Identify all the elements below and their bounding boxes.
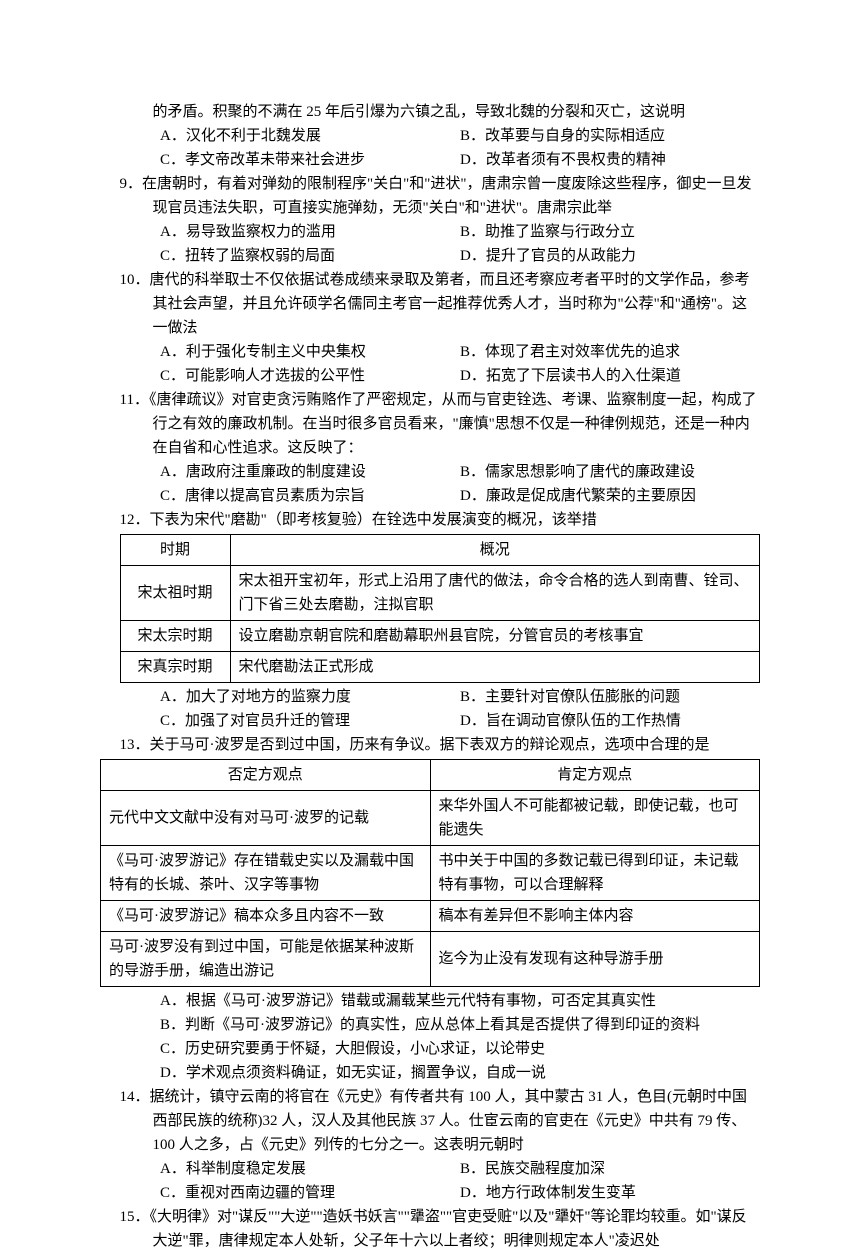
- q8-options2: C．孝文帝改革未带来社会进步 D．改革者须有不畏权贵的精神: [160, 148, 760, 172]
- q14-opt-b: B．民族交融程度加深: [460, 1161, 605, 1177]
- q9-opt-d: D．提升了官员的从政能力: [460, 248, 636, 264]
- q11-opt-d: D．廉政是促成唐代繁荣的主要原因: [460, 488, 696, 504]
- q13-opt-d: D．学术观点须资料确证，如无实证，搁置争议，自成一说: [160, 1061, 760, 1085]
- q12-r3c1: 宋真宗时期: [120, 652, 230, 683]
- q13-r4c2: 迄今为止没有发现有这种导游手册: [430, 932, 760, 987]
- q13-r1c2: 来华外国人不可能都被记载，即使记载，也可能遗失: [430, 791, 760, 846]
- q13-opt-b: B．判断《马可·波罗游记》的真实性，应从总体上看其是否提供了得到印证的资料: [160, 1013, 760, 1037]
- q11-opt-a: A．唐政府注重廉政的制度建设: [160, 464, 366, 480]
- q13-text: 13．关于马可·波罗是否到过中国，历来有争议。据下表双方的辩论观点，选项中合理的…: [120, 733, 761, 757]
- q13-r3c2: 稿本有差异但不影响主体内容: [430, 901, 760, 932]
- q12-r2c1: 宋太宗时期: [120, 621, 230, 652]
- table-row: 元代中文文献中没有对马可·波罗的记载 来华外国人不可能都被记载，即使记载，也可能…: [101, 791, 760, 846]
- q13-r1c1: 元代中文文献中没有对马可·波罗的记载: [101, 791, 431, 846]
- q13-opt-a: A．根据《马可·波罗游记》错载或漏载某些元代特有事物，可否定其真实性: [160, 989, 760, 1013]
- q12-r2c2: 设立磨勘京朝官院和磨勘幕职州县官院，分管官员的考核事宜: [230, 621, 760, 652]
- q8-tail: 的矛盾。积聚的不满在 25 年后引爆为六镇之乱，导致北魏的分裂和灭亡，这说明: [153, 100, 761, 124]
- q10-opt-b: B．体现了君主对效率优先的追求: [460, 344, 680, 360]
- q13-opt-c: C．历史研究要勇于怀疑，大胆假设，小心求证，以论带史: [160, 1037, 760, 1061]
- q12-opt-d: D．旨在调动官僚队伍的工作热情: [460, 713, 681, 729]
- q12-text: 12．下表为宋代"磨勘"（即考核复验）在铨选中发展演变的概况，该举措: [120, 508, 761, 532]
- q14-text: 14．据统计，镇守云南的将官在《元史》有传者共有 100 人，其中蒙古 31 人…: [120, 1085, 761, 1157]
- q9-opt-c: C．扭转了监察权弱的局面: [160, 248, 335, 264]
- q14-opt-a: A．科举制度稳定发展: [160, 1161, 306, 1177]
- q8-options: A．汉化不利于北魏发展 B．改革要与自身的实际相适应: [160, 124, 760, 148]
- q11-text: 11．《唐律疏议》对官吏贪污贿赂作了严密规定，从而与官吏铨选、考课、监察制度一起…: [120, 388, 761, 460]
- q9-options: A．易导致监察权力的滥用 B．助推了监察与行政分立: [160, 220, 760, 244]
- q9-opt-b: B．助推了监察与行政分立: [460, 224, 635, 240]
- q9-text: 9．在唐朝时，有着对弹劾的限制程序"关白"和"进状"，唐肃宗曾一度废除这些程序，…: [120, 172, 761, 220]
- q11-opt-b: B．儒家思想影响了唐代的廉政建设: [460, 464, 695, 480]
- q8-opt-a: A．汉化不利于北魏发展: [160, 128, 321, 144]
- q13-h2: 肯定方观点: [430, 760, 760, 791]
- q12-r1c1: 宋太祖时期: [120, 566, 230, 621]
- q14-opt-d: D．地方行政体制发生变革: [460, 1185, 636, 1201]
- table-row: 时期 概况: [120, 535, 760, 566]
- q12-opt-a: A．加大了对地方的监察力度: [160, 689, 351, 705]
- q13-table: 否定方观点 肯定方观点 元代中文文献中没有对马可·波罗的记载 来华外国人不可能都…: [100, 759, 760, 987]
- q11-options: A．唐政府注重廉政的制度建设 B．儒家思想影响了唐代的廉政建设: [160, 460, 760, 484]
- table-row: 否定方观点 肯定方观点: [101, 760, 760, 791]
- q10-text: 10．唐代的科举取士不仅依据试卷成绩来录取及第者，而且还考察应考者平时的文学作品…: [120, 268, 761, 340]
- q12-options: A．加大了对地方的监察力度 B．主要针对官僚队伍膨胀的问题: [160, 685, 760, 709]
- q8-opt-b: B．改革要与自身的实际相适应: [460, 128, 665, 144]
- q10-opt-c: C．可能影响人才选拔的公平性: [160, 368, 365, 384]
- q10-options: A．利于强化专制主义中央集权 B．体现了君主对效率优先的追求: [160, 340, 760, 364]
- q13-options: A．根据《马可·波罗游记》错载或漏载某些元代特有事物，可否定其真实性 B．判断《…: [160, 989, 760, 1085]
- q9-options2: C．扭转了监察权弱的局面 D．提升了官员的从政能力: [160, 244, 760, 268]
- q13-r4c1: 马可·波罗没有到过中国，可能是依据某种波斯的导游手册，编造出游记: [101, 932, 431, 987]
- q13-r2c1: 《马可·波罗游记》存在错载史实以及漏载中国特有的长城、茶叶、汉字等事物: [101, 846, 431, 901]
- q12-h2: 概况: [230, 535, 760, 566]
- q12-opt-b: B．主要针对官僚队伍膨胀的问题: [460, 689, 680, 705]
- q10-options2: C．可能影响人才选拔的公平性 D．拓宽了下层读书人的入仕渠道: [160, 364, 760, 388]
- table-row: 《马可·波罗游记》稿本众多且内容不一致 稿本有差异但不影响主体内容: [101, 901, 760, 932]
- q8-opt-d: D．改革者须有不畏权贵的精神: [460, 152, 666, 168]
- q9-opt-a: A．易导致监察权力的滥用: [160, 224, 336, 240]
- q13-r2c2: 书中关于中国的多数记载已得到印证，未记载特有事物，可以合理解释: [430, 846, 760, 901]
- table-row: 《马可·波罗游记》存在错载史实以及漏载中国特有的长城、茶叶、汉字等事物 书中关于…: [101, 846, 760, 901]
- q12-r1c2: 宋太祖开宝初年，形式上沿用了唐代的做法，命令合格的选人到南曹、铨司、门下省三处去…: [230, 566, 760, 621]
- q12-table: 时期 概况 宋太祖时期 宋太祖开宝初年，形式上沿用了唐代的做法，命令合格的选人到…: [120, 534, 761, 683]
- q12-h1: 时期: [120, 535, 230, 566]
- table-row: 宋太宗时期 设立磨勘京朝官院和磨勘幕职州县官院，分管官员的考核事宜: [120, 621, 760, 652]
- q13-h1: 否定方观点: [101, 760, 431, 791]
- q14-options2: C．重视对西南边疆的管理 D．地方行政体制发生变革: [160, 1181, 760, 1205]
- q11-options2: C．唐律以提高官员素质为宗旨 D．廉政是促成唐代繁荣的主要原因: [160, 484, 760, 508]
- q12-options2: C．加强了对官员升迁的管理 D．旨在调动官僚队伍的工作热情: [160, 709, 760, 733]
- q10-opt-a: A．利于强化专制主义中央集权: [160, 344, 366, 360]
- q14-opt-c: C．重视对西南边疆的管理: [160, 1185, 335, 1201]
- table-row: 马可·波罗没有到过中国，可能是依据某种波斯的导游手册，编造出游记 迄今为止没有发…: [101, 932, 760, 987]
- q14-options: A．科举制度稳定发展 B．民族交融程度加深: [160, 1157, 760, 1181]
- q15-text: 15．《大明律》对"谋反""大逆""造妖书妖言""犟盗""官吏受赃"以及"犟奸"…: [120, 1205, 761, 1253]
- q13-r3c1: 《马可·波罗游记》稿本众多且内容不一致: [101, 901, 431, 932]
- q11-opt-c: C．唐律以提高官员素质为宗旨: [160, 488, 365, 504]
- table-row: 宋真宗时期 宋代磨勘法正式形成: [120, 652, 760, 683]
- q12-r3c2: 宋代磨勘法正式形成: [230, 652, 760, 683]
- q10-opt-d: D．拓宽了下层读书人的入仕渠道: [460, 368, 681, 384]
- q8-opt-c: C．孝文帝改革未带来社会进步: [160, 152, 365, 168]
- table-row: 宋太祖时期 宋太祖开宝初年，形式上沿用了唐代的做法，命令合格的选人到南曹、铨司、…: [120, 566, 760, 621]
- q12-opt-c: C．加强了对官员升迁的管理: [160, 713, 350, 729]
